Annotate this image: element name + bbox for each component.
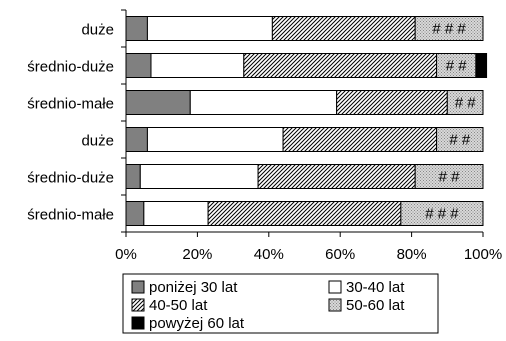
bar-segment <box>271 16 416 41</box>
legend-label: poniżej 30 lat <box>149 279 238 296</box>
x-tick-label: 20% <box>182 246 212 263</box>
legend-label: powyżej 60 lat <box>149 315 245 332</box>
legend-swatch <box>328 298 342 312</box>
bar-segment <box>207 201 402 226</box>
bar-segment <box>475 53 488 78</box>
bar-segment <box>436 53 477 78</box>
bar-segment <box>243 53 438 78</box>
bar-segment <box>146 127 284 152</box>
x-axis: 0% 20% 40% 60% 80% 100% <box>115 10 502 263</box>
bar-segment <box>414 164 484 189</box>
data-label: # # <box>449 132 471 149</box>
x-tick-label: 60% <box>325 246 355 263</box>
bar-segment <box>282 127 438 152</box>
category-label: średnio-duże <box>27 170 114 187</box>
bar-segment <box>257 164 416 189</box>
legend-swatch <box>131 298 145 312</box>
bar-segment <box>125 16 148 41</box>
bar-segment <box>125 201 145 226</box>
data-label: # # <box>455 95 477 112</box>
legend-swatch <box>131 316 145 330</box>
data-label: # # # <box>425 206 459 223</box>
category-label: średnio-małe <box>27 207 114 224</box>
data-label: # # <box>446 58 468 75</box>
category-label: duże <box>81 22 114 39</box>
legend-box <box>122 273 439 334</box>
legend-swatch <box>328 280 342 294</box>
legend-label: 40-50 lat <box>149 297 208 314</box>
legend-swatch <box>131 280 145 294</box>
bar-segment <box>125 127 148 152</box>
legend-label: 30-40 lat <box>346 279 405 296</box>
bar-segment <box>189 90 338 115</box>
category-label: duże <box>81 133 114 150</box>
data-label: # # # <box>432 21 466 38</box>
bar-segment <box>400 201 484 226</box>
x-tick-label: 40% <box>254 246 284 263</box>
bar-segment <box>125 53 152 78</box>
x-tick-label: 100% <box>464 246 502 263</box>
bar-segment <box>446 90 484 115</box>
bar-segment <box>414 16 484 41</box>
category-label: średnio-małe <box>27 96 114 113</box>
legend: poniżej 30 lat 30-40 lat 40-50 lat 50-60 la… <box>122 273 439 334</box>
category-label: średnio-duże <box>27 59 114 76</box>
legend-label: 50-60 lat <box>346 297 405 314</box>
bar-segment <box>150 53 245 78</box>
x-tick-label: 0% <box>115 246 137 263</box>
data-label: # # <box>439 169 461 186</box>
bar-segment <box>125 90 191 115</box>
bar-segment <box>139 164 259 189</box>
plot-area: duże średnio-duże średnio-małe duże średnio-… <box>27 9 488 233</box>
bar-segment <box>125 164 141 189</box>
bar-segment <box>146 16 273 41</box>
x-tick-label: 80% <box>397 246 427 263</box>
bar-segment <box>336 90 448 115</box>
bar-segment <box>143 201 209 226</box>
bar-segment <box>436 127 484 152</box>
